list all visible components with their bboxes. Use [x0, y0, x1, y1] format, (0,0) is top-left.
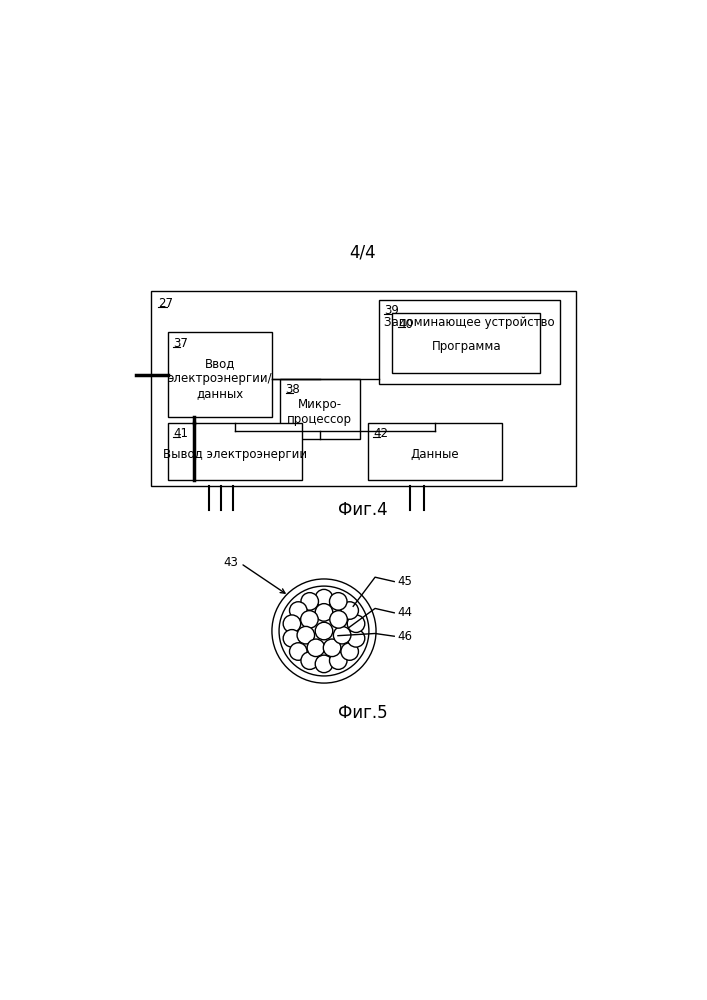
Circle shape: [341, 643, 358, 660]
Circle shape: [289, 602, 307, 619]
Circle shape: [297, 626, 315, 644]
Circle shape: [329, 611, 347, 628]
Circle shape: [284, 615, 300, 632]
Bar: [151, 291, 576, 486]
Text: 44: 44: [397, 606, 412, 619]
Text: Данные: Данные: [411, 448, 460, 461]
Circle shape: [323, 639, 341, 657]
Circle shape: [347, 630, 365, 647]
Circle shape: [334, 626, 351, 644]
Bar: [379, 300, 560, 384]
Text: 37: 37: [173, 337, 188, 350]
Text: 4/4: 4/4: [349, 244, 375, 262]
Bar: [280, 379, 360, 439]
Circle shape: [315, 655, 333, 673]
Text: 39: 39: [385, 304, 399, 317]
Bar: [368, 423, 502, 480]
Bar: [168, 423, 302, 480]
Text: 42: 42: [373, 427, 388, 440]
Circle shape: [341, 602, 358, 619]
Text: 38: 38: [286, 383, 300, 396]
Circle shape: [307, 639, 325, 657]
Circle shape: [329, 593, 347, 610]
Circle shape: [347, 615, 365, 632]
Text: Фиг.5: Фиг.5: [337, 704, 387, 722]
Circle shape: [315, 604, 333, 621]
Circle shape: [300, 611, 318, 628]
Circle shape: [301, 593, 318, 610]
Circle shape: [315, 589, 333, 607]
Text: 45: 45: [397, 575, 412, 588]
Text: Вывод электроэнергии: Вывод электроэнергии: [163, 448, 307, 461]
Bar: [168, 332, 272, 417]
Circle shape: [284, 630, 300, 647]
Text: Программа: Программа: [432, 340, 501, 353]
Text: 27: 27: [158, 297, 173, 310]
Text: 46: 46: [397, 630, 412, 643]
Bar: [392, 313, 540, 373]
Text: 41: 41: [173, 427, 188, 440]
Circle shape: [315, 622, 333, 640]
Circle shape: [329, 652, 347, 669]
Circle shape: [289, 643, 307, 660]
Text: Фиг.4: Фиг.4: [337, 501, 387, 519]
Text: 43: 43: [223, 556, 238, 569]
Text: 40: 40: [398, 318, 413, 331]
Text: Микро-
процессор: Микро- процессор: [287, 398, 352, 426]
Circle shape: [301, 652, 318, 669]
Text: Ввод
электроэнергии/
данных: Ввод электроэнергии/ данных: [168, 357, 272, 400]
Text: Запоминающее устройство: Запоминающее устройство: [384, 316, 554, 329]
